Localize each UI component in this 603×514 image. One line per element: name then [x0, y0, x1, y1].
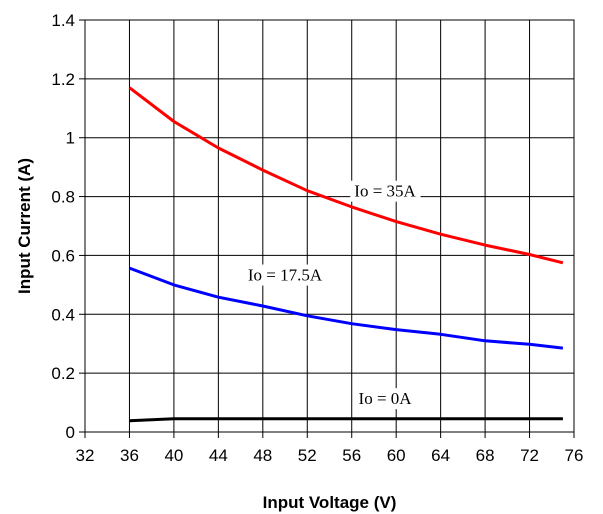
- x-tick-label-2: 40: [164, 446, 183, 465]
- y-axis-title: Input Current (A): [15, 158, 34, 294]
- plot-area: [85, 20, 574, 432]
- annotations: Io = 35A Io = 17.5A Io = 0A: [243, 180, 421, 410]
- x-tick-label-5: 52: [298, 446, 317, 465]
- y-tick-label-1: 0.2: [51, 364, 75, 383]
- grid: [79, 19, 575, 438]
- x-tick-label-7: 60: [387, 446, 406, 465]
- series-line-1: [128, 266, 564, 350]
- annotation-background-1: [243, 264, 327, 286]
- series-group: [128, 86, 564, 423]
- series-line-2: [129, 417, 563, 423]
- annotation-background-0: [350, 180, 421, 202]
- x-axis-title: Input Voltage (V): [263, 493, 397, 512]
- series-annotation-1: Io = 17.5A: [248, 266, 323, 285]
- annotation-background-2: [354, 388, 417, 410]
- y-tick-label-7: 1.4: [51, 11, 75, 30]
- y-tick-labels: 0 0.2 0.4 0.6 0.8 1 1.2 1.4: [51, 11, 75, 442]
- series-line-0: [128, 86, 564, 265]
- y-tick-label-6: 1.2: [51, 70, 75, 89]
- x-tick-labels: 32 36 40 44 48 52 56 60 64 68 72 76: [76, 446, 584, 465]
- series-annotation-2: Io = 0A: [359, 389, 413, 408]
- x-tick-label-3: 44: [209, 446, 228, 465]
- x-tick-label-1: 36: [120, 446, 139, 465]
- x-tick-label-10: 72: [520, 446, 539, 465]
- y-tick-label-4: 0.8: [51, 188, 75, 207]
- y-tick-label-5: 1: [66, 129, 75, 148]
- x-tick-label-11: 76: [565, 446, 584, 465]
- y-tick-label-0: 0: [66, 423, 75, 442]
- x-tick-label-0: 32: [76, 446, 95, 465]
- x-tick-label-6: 56: [342, 446, 361, 465]
- x-tick-label-8: 64: [431, 446, 450, 465]
- plot-border: [84, 19, 575, 433]
- x-tick-label-9: 68: [476, 446, 495, 465]
- series-annotation-0: Io = 35A: [354, 182, 416, 201]
- x-tick-label-4: 48: [253, 446, 272, 465]
- y-tick-label-3: 0.6: [51, 246, 75, 265]
- y-tick-label-2: 0.4: [51, 305, 75, 324]
